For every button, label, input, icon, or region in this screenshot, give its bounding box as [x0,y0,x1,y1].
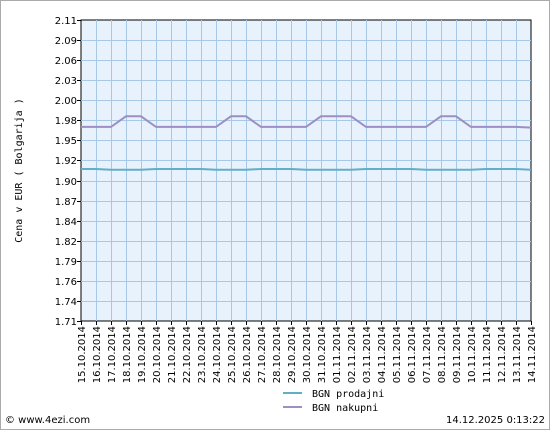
x-tick-label: 19.10.2014 [137,326,148,383]
y-axis-label: Cena v EUR ( Bolgarija ) [14,98,25,243]
y-tick-label: 1.95 [55,136,77,147]
y-tick-label: 1.82 [55,237,77,248]
x-tick-label: 03.11.2014 [362,326,373,383]
x-tick-label: 14.11.2014 [527,326,538,383]
x-tick-label: 18.10.2014 [122,326,133,383]
x-tick-label: 31.10.2014 [317,326,328,383]
x-tick-label: 06.11.2014 [407,326,418,383]
x-tick-label: 17.10.2014 [107,326,118,383]
y-tick-label: 2.03 [55,76,77,87]
legend-label: BGN nakupni [312,403,378,414]
y-tick-label: 2.06 [55,56,77,67]
x-tick-label: 25.10.2014 [227,326,238,383]
y-tick-label: 1.71 [55,317,77,328]
x-tick-label: 05.11.2014 [392,326,403,383]
x-tick-label: 11.11.2014 [482,326,493,383]
x-tick-label: 07.11.2014 [422,326,433,383]
x-tick-label: 26.10.2014 [242,326,253,383]
y-tick-label: 2.09 [55,36,77,47]
x-tick-label: 29.10.2014 [287,326,298,383]
y-tick-label: 1.98 [55,116,77,127]
x-tick-label: 22.10.2014 [182,326,193,383]
y-tick-label: 1.84 [55,217,77,228]
timestamp-text: 14.12.2025 0:13:22 [446,415,545,426]
y-axis-ticks: 2.11 2.09 2.06 2.03 2.00 1.98 1.95 1.92 1.90 1.87… [55,16,81,328]
x-tick-label: 28.10.2014 [272,326,283,383]
horizontal-gridlines [81,40,531,302]
x-tick-label: 23.10.2014 [197,326,208,383]
y-tick-label: 1.76 [55,277,77,288]
y-tick-label: 1.87 [55,197,77,208]
x-tick-label: 10.11.2014 [467,326,478,383]
x-tick-label: 01.11.2014 [332,326,343,383]
x-tick-label: 16.10.2014 [92,326,103,383]
y-tick-label: 1.92 [55,156,77,167]
series-line-2 [81,115,532,129]
copyright-text: © www.4ezi.com [5,415,90,426]
x-tick-label: 15.10.2014 [77,326,88,383]
x-tick-label: 24.10.2014 [212,326,223,383]
y-tick-label: 1.74 [55,297,77,308]
x-tick-label: 13.11.2014 [512,326,523,383]
x-tick-label: 09.11.2014 [452,326,463,383]
y-tick-label: 2.00 [55,96,77,107]
x-tick-label: 20.10.2014 [152,326,163,383]
y-tick-label: 1.90 [55,177,77,188]
legend: BGN prodajni BGN nakupni [283,389,384,414]
x-tick-label: 30.10.2014 [302,326,313,383]
x-tick-label: 21.10.2014 [167,326,178,383]
y-tick-label: 2.11 [55,16,77,27]
series-lines [81,115,532,171]
y-tick-label: 1.79 [55,257,77,268]
x-tick-label: 08.11.2014 [437,326,448,383]
legend-label: BGN prodajni [312,389,384,400]
x-axis-ticks: 15.10.2014 16.10.2014 17.10.2014 18.10.2014… [77,321,538,383]
x-tick-label: 12.11.2014 [497,326,508,383]
x-tick-label: 02.11.2014 [347,326,358,383]
x-tick-label: 27.10.2014 [257,326,268,383]
series-line-1 [81,168,532,171]
x-tick-label: 04.11.2014 [377,326,388,383]
